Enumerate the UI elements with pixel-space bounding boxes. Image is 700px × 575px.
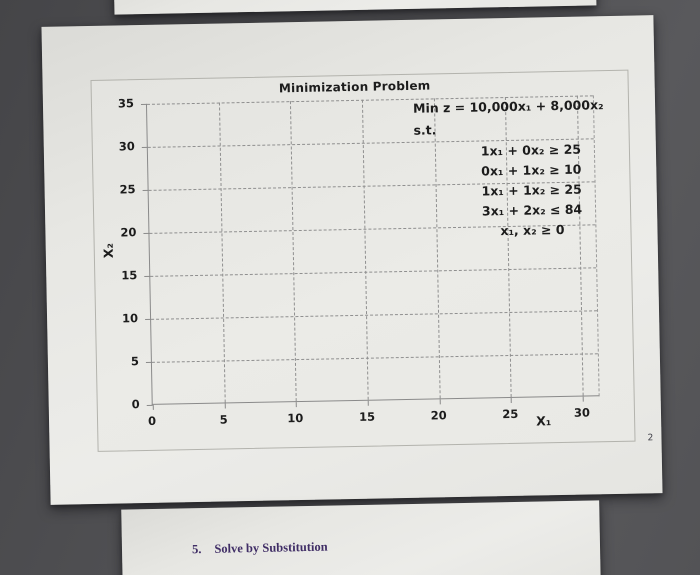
y-tick-label: 25 [119,182,136,197]
x-tick-mark [224,403,226,409]
bullet-item: 5. Solve by Substitution [192,540,328,558]
slide-below: 5. Solve by Substitution [121,500,601,575]
slide-above-edge [113,0,597,15]
x-tick-label: 10 [287,410,304,426]
x-tick-label: 25 [502,406,519,422]
x-gridline [218,102,226,403]
y-tick-label: 35 [117,96,135,111]
x-tick-label: 30 [573,405,591,420]
y-tick-label: 15 [121,268,138,283]
y-tick-mark [141,146,148,149]
y-gridline [150,267,597,277]
chart-title: Minimization Problem [278,78,431,96]
y-tick-label: 20 [120,225,137,240]
x-tick-mark [582,396,584,402]
y-tick-label: 10 [121,311,139,326]
problem-annotation: Min z = 10,000x₁ + 8,000x₂ s.t. 1x₁ + 0x… [410,94,653,243]
bullet-number: 5. [191,542,202,557]
x-tick-mark [152,404,154,410]
bullet-text: Solve by Substitution [214,539,328,556]
x-tick-mark [439,399,441,405]
y-tick-mark [143,232,150,234]
x-tick-mark [511,397,513,403]
x-tick-label: 0 [147,413,157,428]
y-tick-label: 30 [118,139,135,154]
x-axis-title: X₁ [535,413,552,429]
y-tick-mark [145,318,152,320]
y-gridline [151,310,598,320]
y-tick-mark [144,275,151,277]
x-tick-mark [296,402,298,408]
y-tick-mark [140,103,147,106]
x-tick-mark [367,400,369,406]
slide-page-number: 2 [647,433,654,444]
constraint-line: x₁, x₂ ≥ 0 [500,221,565,239]
y-tick-mark [145,361,152,363]
x-gridline [290,101,298,402]
slide-current: Minimization Problem X₂ X₁ Min z = 10,00… [41,15,663,505]
chart-object: Minimization Problem X₂ X₁ Min z = 10,00… [90,69,636,452]
x-tick-label: 20 [430,408,447,423]
x-tick-label: 5 [219,412,228,427]
y-tick-mark [142,189,149,192]
x-tick-label: 15 [358,409,376,424]
y-gridline [151,353,598,363]
y-tick-label: 5 [130,354,140,369]
y-tick-label: 0 [131,397,140,412]
constraints-list: 1x₁ + 0x₂ ≥ 25 0x₁ + 1x₂ ≥ 10 1x₁ + 1x₂ ≥ … [411,138,653,243]
x-gridline [361,99,369,400]
